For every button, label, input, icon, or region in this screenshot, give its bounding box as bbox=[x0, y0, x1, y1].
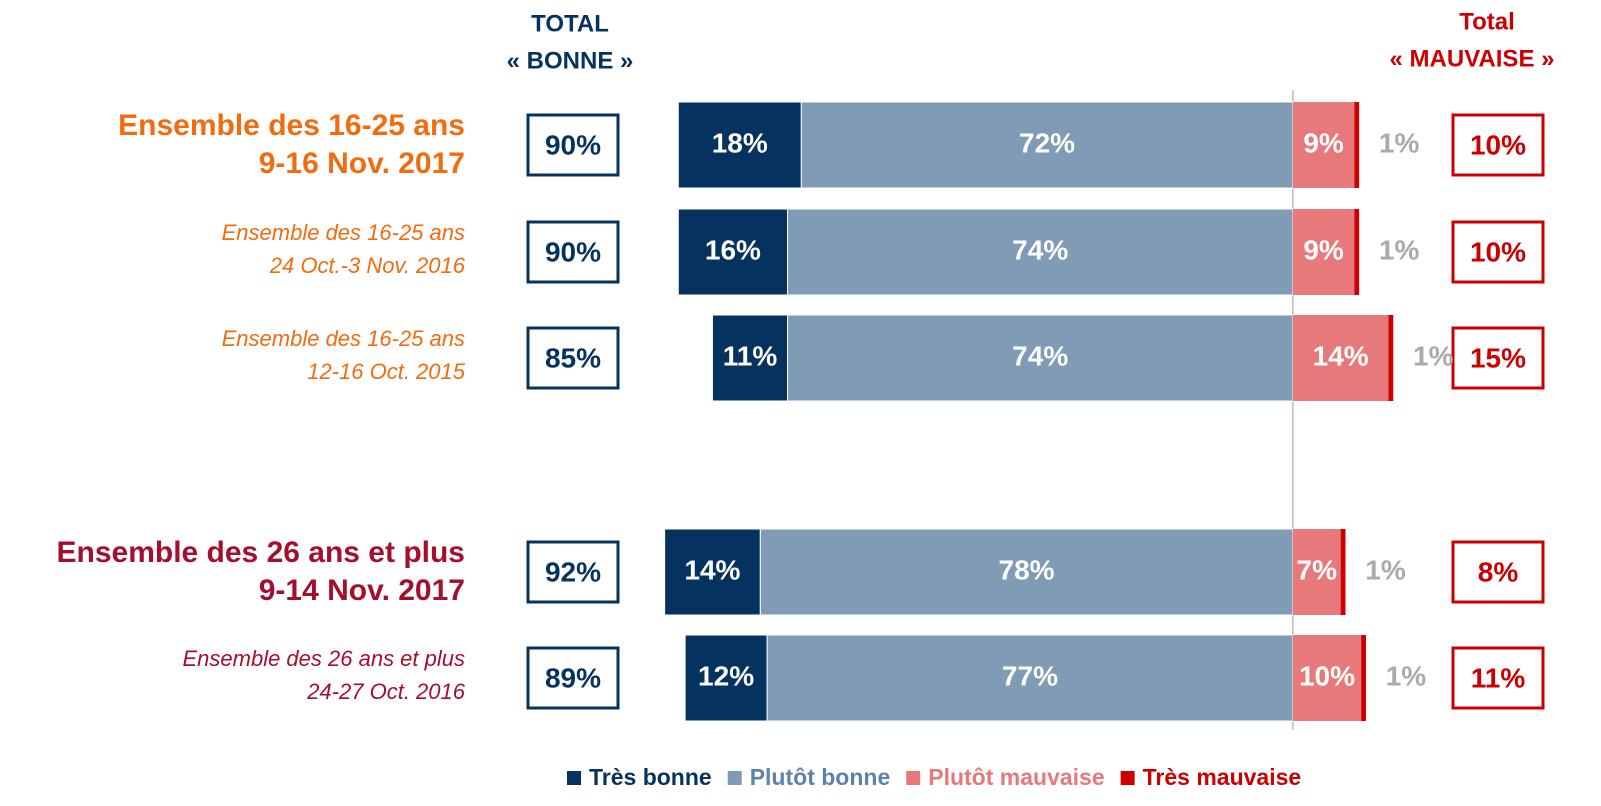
category-label: Ensemble des 26 ans et plus bbox=[182, 646, 465, 671]
bar-value-label: 14% bbox=[684, 554, 740, 585]
bar-segment bbox=[684, 634, 768, 722]
bar-value-label: 18% bbox=[712, 127, 768, 158]
bar-segment bbox=[1292, 102, 1355, 188]
total-left-box bbox=[526, 540, 620, 604]
total-right-box bbox=[1451, 326, 1545, 390]
bar-value-label: 78% bbox=[999, 554, 1055, 585]
legend-label: Très bonne bbox=[589, 764, 712, 790]
bar-segment bbox=[766, 634, 1294, 722]
category-label: Ensemble des 16-25 ans bbox=[222, 326, 465, 351]
total-left-label: 85% bbox=[545, 342, 601, 373]
bar-value-label: 14% bbox=[1313, 340, 1369, 371]
legend-label: Très mauvaise bbox=[1143, 764, 1302, 790]
legend-label: Plutôt bonne bbox=[750, 764, 891, 790]
total-right-header: Total bbox=[1459, 8, 1515, 35]
bar-segment bbox=[1292, 209, 1355, 295]
total-left-label: 89% bbox=[545, 662, 601, 693]
category-label: 12-16 Oct. 2015 bbox=[307, 359, 466, 384]
bar-segment bbox=[677, 208, 789, 296]
bar-value-label: 10% bbox=[1299, 660, 1355, 691]
bar-value-label: 9% bbox=[1303, 127, 1344, 158]
legend-swatch bbox=[906, 771, 921, 785]
legend-swatch bbox=[567, 771, 581, 785]
total-left-box bbox=[526, 113, 620, 177]
total-left-box bbox=[526, 646, 620, 710]
bar-value-label: 1% bbox=[1379, 234, 1420, 265]
total-left-header: TOTAL bbox=[531, 10, 609, 37]
total-left-box bbox=[526, 326, 620, 390]
bar-segment bbox=[1361, 635, 1366, 721]
total-left-box bbox=[526, 220, 620, 284]
bar-segment bbox=[711, 314, 789, 402]
bar-value-label: 9% bbox=[1303, 234, 1344, 265]
bar-segment bbox=[1340, 529, 1346, 615]
total-right-header: « MAUVAISE » bbox=[1390, 45, 1555, 72]
bar-value-label: 12% bbox=[698, 660, 754, 691]
bar-segment bbox=[1388, 315, 1394, 401]
total-left-header: « BONNE » bbox=[507, 47, 634, 74]
bar-segment bbox=[1354, 102, 1360, 188]
total-left-label: 92% bbox=[545, 556, 601, 587]
total-right-label: 15% bbox=[1470, 342, 1526, 373]
bar-value-label: 72% bbox=[1019, 127, 1075, 158]
bar-value-label: 74% bbox=[1012, 234, 1068, 265]
category-label: 9-16 Nov. 2017 bbox=[259, 147, 465, 180]
category-label: 24 Oct.-3 Nov. 2016 bbox=[269, 253, 466, 278]
total-right-box bbox=[1451, 220, 1545, 284]
bar-segment bbox=[787, 314, 1294, 402]
bar-value-label: 16% bbox=[705, 234, 761, 265]
bar-segment bbox=[677, 101, 802, 189]
bar-segment bbox=[759, 528, 1294, 616]
total-left-label: 90% bbox=[545, 129, 601, 160]
bar-segment bbox=[1292, 315, 1389, 401]
category-label: Ensemble des 16-25 ans bbox=[118, 109, 465, 142]
total-right-label: 8% bbox=[1478, 556, 1519, 587]
bar-value-label: 7% bbox=[1297, 554, 1338, 585]
bar-segment bbox=[1354, 209, 1360, 295]
bar-segment bbox=[1292, 635, 1362, 721]
legend-swatch bbox=[727, 771, 742, 785]
total-right-label: 10% bbox=[1470, 236, 1526, 267]
total-right-box bbox=[1451, 646, 1545, 710]
total-right-label: 10% bbox=[1470, 129, 1526, 160]
bar-value-label: 77% bbox=[1002, 660, 1058, 691]
bar-value-label: 11% bbox=[723, 340, 778, 371]
category-label: Ensemble des 26 ans et plus bbox=[56, 536, 465, 569]
bar-value-label: 1% bbox=[1365, 554, 1406, 585]
legend-label: Plutôt mauvaise bbox=[928, 764, 1104, 790]
total-right-box bbox=[1451, 113, 1545, 177]
legend-swatch bbox=[1120, 771, 1135, 785]
total-right-label: 11% bbox=[1471, 662, 1526, 693]
category-label: 24-27 Oct. 2016 bbox=[306, 679, 466, 704]
total-left-label: 90% bbox=[545, 236, 601, 267]
bar-value-label: 74% bbox=[1012, 340, 1068, 371]
bar-value-label: 1% bbox=[1413, 340, 1454, 371]
bar-segment bbox=[1292, 529, 1341, 615]
total-right-box bbox=[1451, 540, 1545, 604]
bar-value-label: 1% bbox=[1379, 127, 1420, 158]
bar-segment bbox=[664, 528, 761, 616]
bar-segment bbox=[800, 101, 1294, 189]
bar-segment bbox=[787, 208, 1294, 296]
category-label: 9-14 Nov. 2017 bbox=[259, 574, 465, 607]
bar-value-label: 1% bbox=[1386, 660, 1427, 691]
category-label: Ensemble des 16-25 ans bbox=[222, 220, 465, 245]
